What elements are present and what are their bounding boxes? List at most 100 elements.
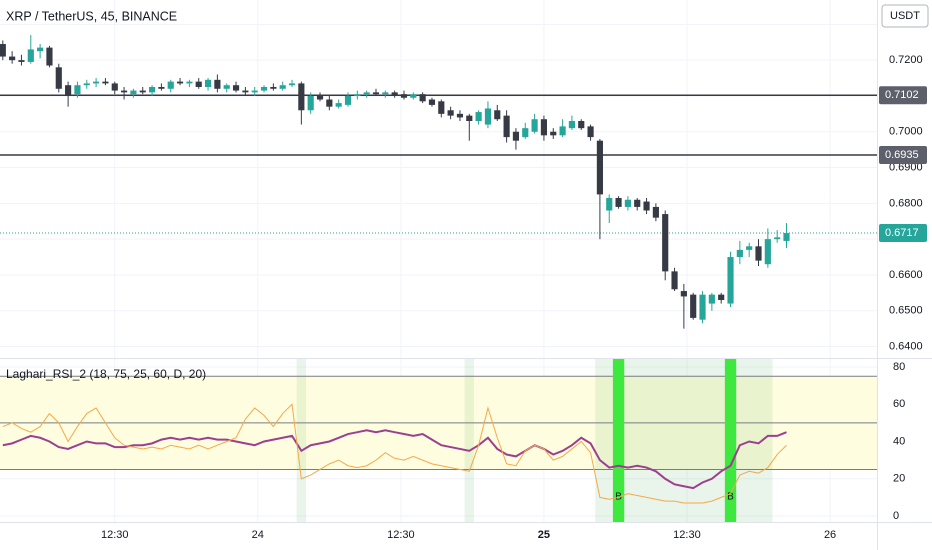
candle-body	[158, 86, 165, 89]
candle-body	[559, 126, 566, 136]
candle-body	[755, 246, 762, 261]
candle-body	[410, 94, 417, 98]
y-tick-label: 0.6900	[889, 161, 923, 173]
indicator-line	[2, 403, 787, 504]
y-tick-label: 80	[893, 361, 905, 373]
candle-body	[298, 83, 305, 111]
candle-body	[316, 95, 324, 100]
highlight-range	[296, 358, 307, 522]
candle-body	[195, 81, 202, 87]
candle-body	[503, 115, 510, 138]
y-tick-label: 0.6800	[889, 197, 923, 209]
candle-body	[680, 291, 687, 297]
candle-body	[111, 83, 118, 91]
candle-body	[0, 44, 6, 57]
candle-body	[148, 86, 156, 93]
candle-body	[475, 112, 482, 122]
candle-body	[37, 47, 44, 52]
candle-body	[708, 294, 715, 304]
candle-body	[512, 131, 520, 141]
x-tick-label: 12:30	[673, 529, 701, 541]
candle-body	[176, 81, 184, 84]
candle-body	[540, 119, 548, 136]
price-label: 0.6717	[885, 227, 919, 239]
candle-body	[699, 294, 706, 320]
currency-badge[interactable]	[881, 4, 929, 28]
y-tick-label: 0	[893, 510, 899, 522]
candle-body	[578, 121, 585, 129]
candle-body	[783, 233, 790, 241]
candle-body	[718, 294, 725, 301]
candle-body	[484, 108, 492, 125]
candle-body	[587, 126, 594, 138]
candle-body	[27, 49, 34, 62]
price-label-box	[879, 146, 927, 165]
candle-body	[232, 85, 240, 91]
candle-body	[391, 92, 398, 96]
price-label: 0.6935	[885, 149, 919, 161]
candle-body	[167, 81, 174, 89]
x-tick-label: 25	[538, 529, 550, 541]
candle-body	[447, 110, 454, 116]
candle-body	[400, 94, 408, 98]
x-tick-label: 12:30	[101, 529, 129, 541]
price-label: 0.7102	[885, 89, 919, 101]
candle-body	[9, 56, 16, 61]
candle-body	[18, 60, 25, 62]
candle-body	[186, 81, 193, 84]
candle-body	[568, 121, 575, 129]
candle-body	[204, 79, 212, 87]
candle-body	[307, 95, 314, 111]
x-tick-label: 12:30	[387, 529, 415, 541]
candle-body	[764, 239, 771, 265]
x-tick-label: 24	[252, 529, 264, 541]
signal-label: B	[727, 492, 734, 503]
candle-body	[466, 115, 473, 122]
candle-body	[354, 94, 361, 96]
y-tick-label: 0.6500	[889, 305, 923, 317]
candle-body	[139, 90, 146, 93]
candle-body	[279, 85, 286, 89]
candle-body	[46, 47, 53, 66]
candle-body	[251, 90, 258, 93]
candle-body	[615, 197, 622, 207]
highlight-range	[464, 358, 474, 522]
candle-body	[270, 86, 277, 89]
candle-body	[65, 85, 72, 96]
candle-body	[372, 92, 380, 95]
candle-body	[774, 237, 781, 240]
signal-bar	[612, 358, 625, 522]
candle-body	[531, 119, 538, 132]
currency-label: USDT	[890, 10, 920, 22]
chart-title: XRP / TetherUS, 45, BINANCE	[6, 9, 177, 23]
candle-body	[428, 99, 436, 105]
candle-body	[335, 103, 342, 107]
candle-body	[746, 246, 753, 250]
indicator-title: Laghari_RSI_2 (18, 75, 25, 60, D, 20)	[6, 367, 206, 381]
candle-body	[690, 294, 697, 318]
candle-body	[652, 206, 659, 218]
candle-body	[74, 85, 81, 95]
y-tick-label: 60	[893, 398, 905, 410]
candle-body	[634, 199, 641, 207]
candle-body	[102, 81, 109, 84]
signal-bar	[724, 358, 737, 522]
candle-body	[438, 101, 445, 114]
candle-body	[121, 90, 128, 93]
candle-body	[494, 110, 501, 120]
candle-body	[83, 83, 90, 86]
price-label-box	[879, 224, 927, 243]
candle-body	[93, 81, 100, 84]
candle-body	[260, 86, 268, 91]
x-tick-label: 26	[824, 529, 836, 541]
candle-body	[522, 128, 529, 138]
candle-body	[214, 79, 221, 89]
candle-body	[242, 90, 249, 93]
price-label-box	[879, 86, 927, 105]
candle-body	[55, 67, 62, 89]
candle-body	[727, 257, 734, 304]
y-tick-label: 0.7000	[889, 126, 923, 138]
candle-body	[736, 249, 743, 258]
candle-body	[363, 92, 370, 95]
